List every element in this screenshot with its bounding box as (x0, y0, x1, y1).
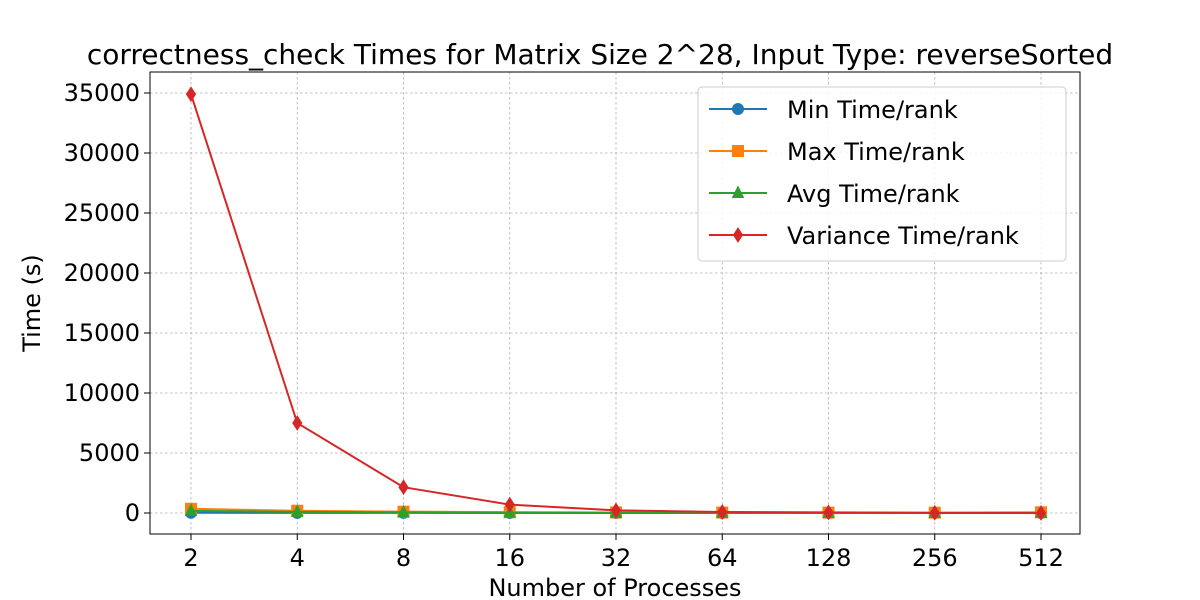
legend-marker (732, 227, 744, 243)
series-layer (184, 86, 1048, 521)
x-axis-label: Number of Processes (488, 574, 741, 600)
data-point (929, 504, 940, 521)
x-tick-label: 4 (290, 544, 305, 572)
y-axis-label: Time (s) (18, 254, 46, 353)
data-point (398, 479, 409, 496)
x-tick-label: 16 (494, 544, 525, 572)
series-4 (185, 86, 1047, 521)
legend: Min Time/rank Max Time/rank Avg Time/rank V… (697, 86, 1067, 262)
legend-label: Min Time/rank (787, 96, 958, 124)
legend-marker (732, 145, 744, 157)
x-tick-label: 8 (396, 544, 411, 572)
plot-frame (149, 71, 1081, 535)
data-point (397, 504, 410, 518)
y-tick-label: 10000 (64, 379, 140, 407)
data-point (184, 503, 198, 516)
data-point (185, 86, 197, 103)
x-tick-label: 512 (1018, 544, 1064, 572)
y-tick-label: 25000 (64, 199, 140, 227)
x-tick-label: 64 (707, 544, 738, 572)
axis-ticks: 2 4 8 16 32 64 128 256 512 0 5000 10000 15000 20000 25… (64, 79, 1064, 572)
y-tick-label: 35000 (64, 79, 140, 107)
x-tick-label: 32 (601, 544, 632, 572)
y-tick-label: 5000 (79, 439, 140, 467)
x-tick-label: 2 (183, 544, 198, 572)
legend-label: Avg Time/rank (787, 180, 960, 208)
data-point (292, 415, 303, 431)
legend-box (697, 86, 1067, 262)
data-point (290, 504, 304, 517)
legend-label: Max Time/rank (787, 138, 965, 166)
data-point (717, 504, 728, 520)
legend-marker (731, 185, 745, 198)
data-point (1035, 505, 1047, 521)
legend-marker (732, 103, 744, 115)
data-point (504, 496, 515, 513)
legend-label: Variance Time/rank (787, 222, 1019, 250)
y-tick-label: 20000 (64, 259, 140, 287)
y-tick-label: 0 (125, 499, 140, 527)
y-tick-label: 15000 (64, 319, 140, 347)
chart-title: correctness_check Times for Matrix Size … (87, 38, 1113, 71)
y-tick-label: 30000 (64, 139, 140, 167)
data-point (610, 502, 622, 519)
x-tick-label: 128 (806, 544, 852, 572)
x-tick-label: 256 (912, 544, 958, 572)
data-point (823, 504, 834, 521)
